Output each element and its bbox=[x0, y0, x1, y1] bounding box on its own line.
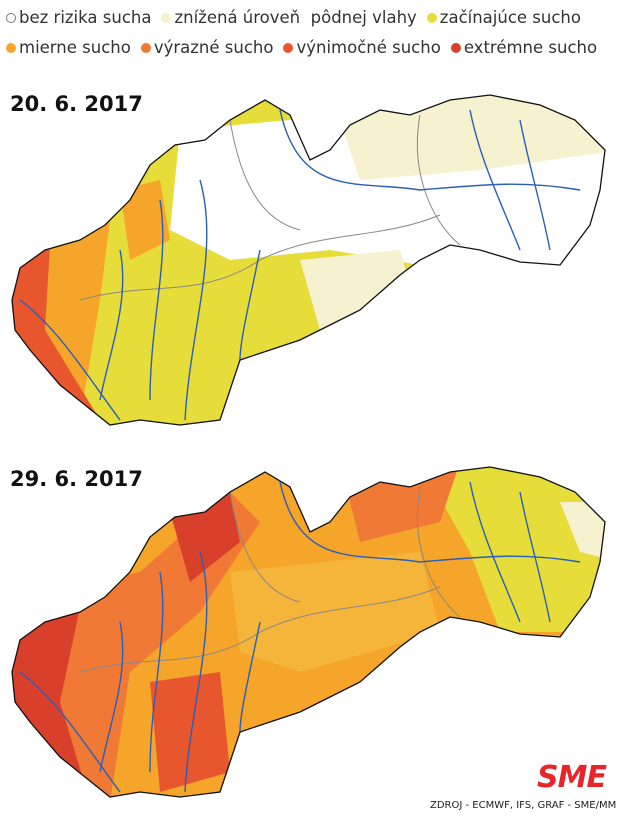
legend-swatch bbox=[426, 12, 437, 23]
map-date: 20. 6. 2017 bbox=[10, 92, 143, 116]
legend-label: výnimočné sucho bbox=[296, 38, 441, 57]
legend-item: znížená úroveň pôdnej vlahy bbox=[161, 8, 417, 27]
legend-row: bez rizika sucha znížená úroveň pôdnej vl… bbox=[6, 8, 581, 27]
map-date: 29. 6. 2017 bbox=[10, 467, 143, 491]
legend-item: výrazné sucho bbox=[140, 38, 274, 57]
legend-item: bez rizika sucha bbox=[6, 8, 151, 27]
legend-label: začínajúce sucho bbox=[439, 8, 581, 27]
legend-swatch bbox=[161, 12, 172, 23]
legend-item: výnimočné sucho bbox=[283, 38, 441, 57]
legend-swatch bbox=[283, 42, 294, 53]
legend-swatch bbox=[140, 42, 151, 53]
map-2017-06-29 bbox=[11, 466, 606, 798]
legend-row: mierne sucho výrazné sucho výnimočné sucho… bbox=[6, 38, 597, 57]
source: ZDROJ - ECMWF, IFS, GRAF - SME/MM bbox=[430, 800, 617, 811]
legend-label: extrémne sucho bbox=[463, 38, 598, 57]
map-2017-06-20 bbox=[11, 94, 606, 426]
legend-label: mierne sucho bbox=[19, 38, 131, 57]
logo: SME bbox=[537, 760, 607, 795]
legend-label: výrazné sucho bbox=[153, 38, 274, 57]
legend-swatch bbox=[450, 42, 461, 53]
legend-item: mierne sucho bbox=[6, 38, 131, 57]
legend-label: znížená úroveň pôdnej vlahy bbox=[174, 8, 417, 27]
legend-swatch bbox=[6, 42, 16, 53]
legend-item: extrémne sucho bbox=[450, 38, 598, 57]
legend-item: začínajúce sucho bbox=[426, 8, 581, 27]
legend-swatch bbox=[6, 12, 16, 23]
legend-label: bez rizika sucha bbox=[19, 8, 152, 27]
